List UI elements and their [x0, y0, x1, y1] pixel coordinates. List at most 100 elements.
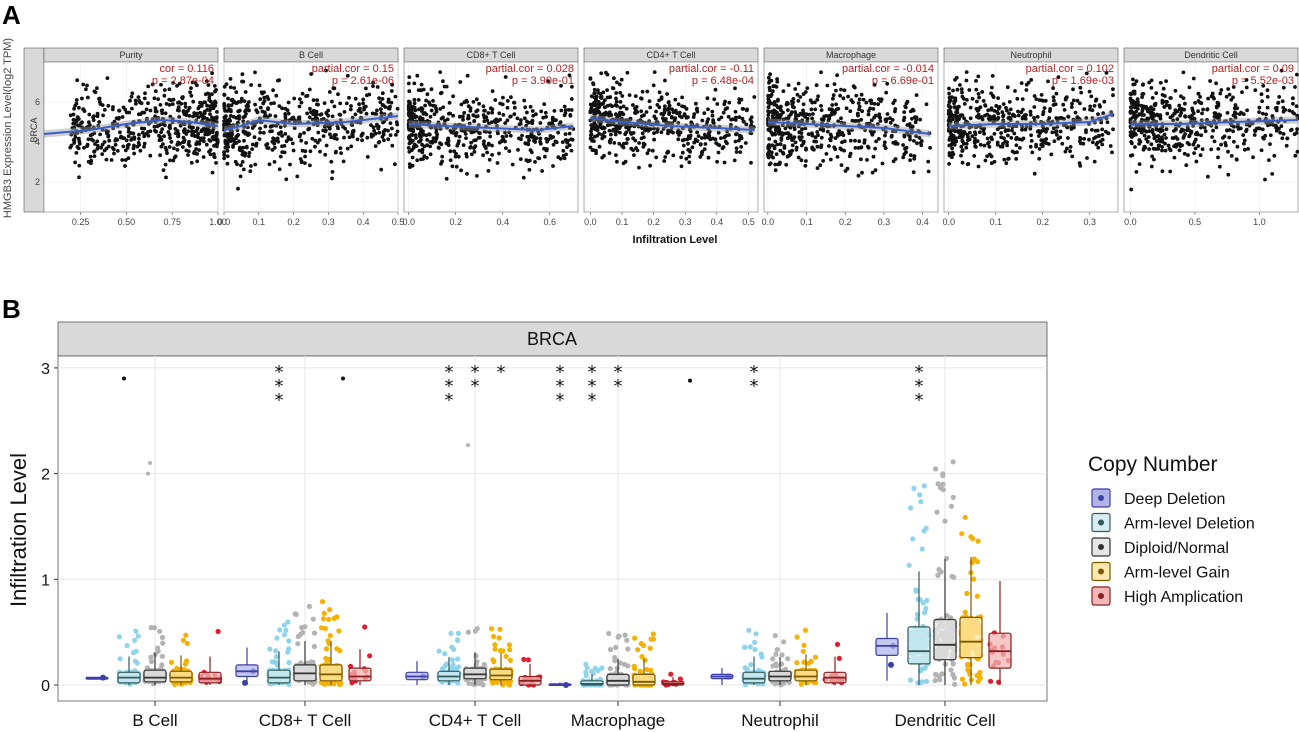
scatter-point [833, 136, 838, 141]
scatter-point [228, 77, 233, 81]
scatter-point [258, 105, 263, 110]
scatter-point [448, 158, 453, 163]
scatter-point [958, 83, 962, 87]
scatter-point [600, 133, 605, 137]
scatter-point [686, 141, 690, 146]
scatter-point [118, 130, 122, 135]
scatter-point [286, 111, 291, 116]
scatter-point [867, 121, 872, 126]
scatter-point [241, 145, 246, 150]
scatter-point [377, 130, 382, 135]
scatter-point [1142, 133, 1147, 138]
scatter-point [529, 120, 534, 125]
scatter-point [552, 109, 557, 113]
scatter-point [1052, 139, 1057, 144]
scatter-point [345, 130, 350, 134]
scatter-point [338, 146, 343, 151]
scatter-point [415, 158, 420, 163]
scatter-point [365, 135, 370, 140]
scatter-point [715, 102, 720, 106]
scatter-point [590, 104, 594, 108]
y-tick-label: 1 [41, 572, 50, 589]
scatter-point [516, 148, 520, 152]
scatter-point [593, 98, 598, 103]
scatter-point [989, 106, 994, 111]
scatter-point [1134, 170, 1139, 174]
scatter-point [258, 126, 262, 131]
scatter-point [1263, 177, 1267, 182]
scatter-point [801, 92, 806, 96]
scatter-point [527, 138, 531, 143]
scatter-point [983, 103, 988, 108]
scatter-point [687, 148, 692, 153]
scatter-point [597, 131, 601, 136]
scatter-point [1141, 105, 1145, 110]
scatter-point [816, 133, 820, 138]
scatter-point [311, 98, 316, 102]
scatter-point [640, 126, 644, 130]
scatter-point [1182, 134, 1186, 138]
scatter-point [1058, 129, 1063, 134]
jitter-point [133, 628, 139, 634]
scatter-point [238, 174, 243, 179]
scatter-point [633, 106, 637, 111]
scatter-point [293, 119, 298, 124]
scatter-point [1182, 107, 1186, 112]
scatter-point [1068, 149, 1072, 154]
scatter-point [223, 115, 227, 120]
scatter-point [382, 112, 387, 116]
scatter-point [960, 94, 965, 99]
scatter-point [112, 151, 116, 156]
scatter-point [1041, 99, 1046, 103]
scatter-point [798, 136, 803, 141]
scatter-point [819, 117, 824, 122]
jitter-point [334, 646, 340, 652]
scatter-point [419, 157, 423, 162]
scatter-point [972, 154, 977, 158]
scatter-point [647, 99, 652, 104]
scatter-point [1276, 100, 1281, 105]
scatter-point [1212, 111, 1217, 115]
panel-a-y-tick: 4 [35, 137, 40, 147]
scatter-point [559, 108, 564, 113]
scatter-point [752, 95, 757, 99]
scatter-point [1268, 142, 1272, 147]
jitter-point [436, 648, 442, 654]
scatter-point [409, 140, 413, 145]
scatter-point [412, 97, 417, 102]
scatter-point [661, 112, 666, 117]
scatter-point [558, 156, 563, 161]
scatter-point [425, 119, 430, 123]
scatter-point [202, 111, 207, 116]
scatter-point [740, 107, 745, 111]
x-tick-label: 0.0 [584, 217, 597, 227]
scatter-point [901, 155, 906, 160]
scatter-point [104, 157, 109, 162]
scatter-point [983, 158, 988, 163]
scatter-point [989, 161, 994, 166]
scatter-point [144, 132, 149, 136]
scatter-point [842, 139, 847, 144]
scatter-point [487, 157, 492, 162]
scatter-point [266, 106, 270, 111]
scatter-point [124, 124, 129, 128]
scatter-point [1163, 148, 1168, 153]
scatter-point [189, 93, 194, 98]
scatter-point [350, 123, 355, 127]
scatter-point [147, 122, 151, 126]
scatter-point [382, 138, 386, 143]
scatter-point [515, 116, 520, 121]
scatter-point [1189, 131, 1193, 135]
scatter-point [199, 104, 204, 108]
scatter-point [1149, 164, 1154, 169]
scatter-point [911, 108, 916, 113]
significance-star: * [471, 376, 480, 397]
scatter-point [1145, 139, 1150, 144]
scatter-point [124, 138, 129, 143]
scatter-point [120, 115, 125, 119]
scatter-point [395, 129, 400, 134]
scatter-point [520, 133, 524, 138]
scatter-point [703, 142, 708, 146]
